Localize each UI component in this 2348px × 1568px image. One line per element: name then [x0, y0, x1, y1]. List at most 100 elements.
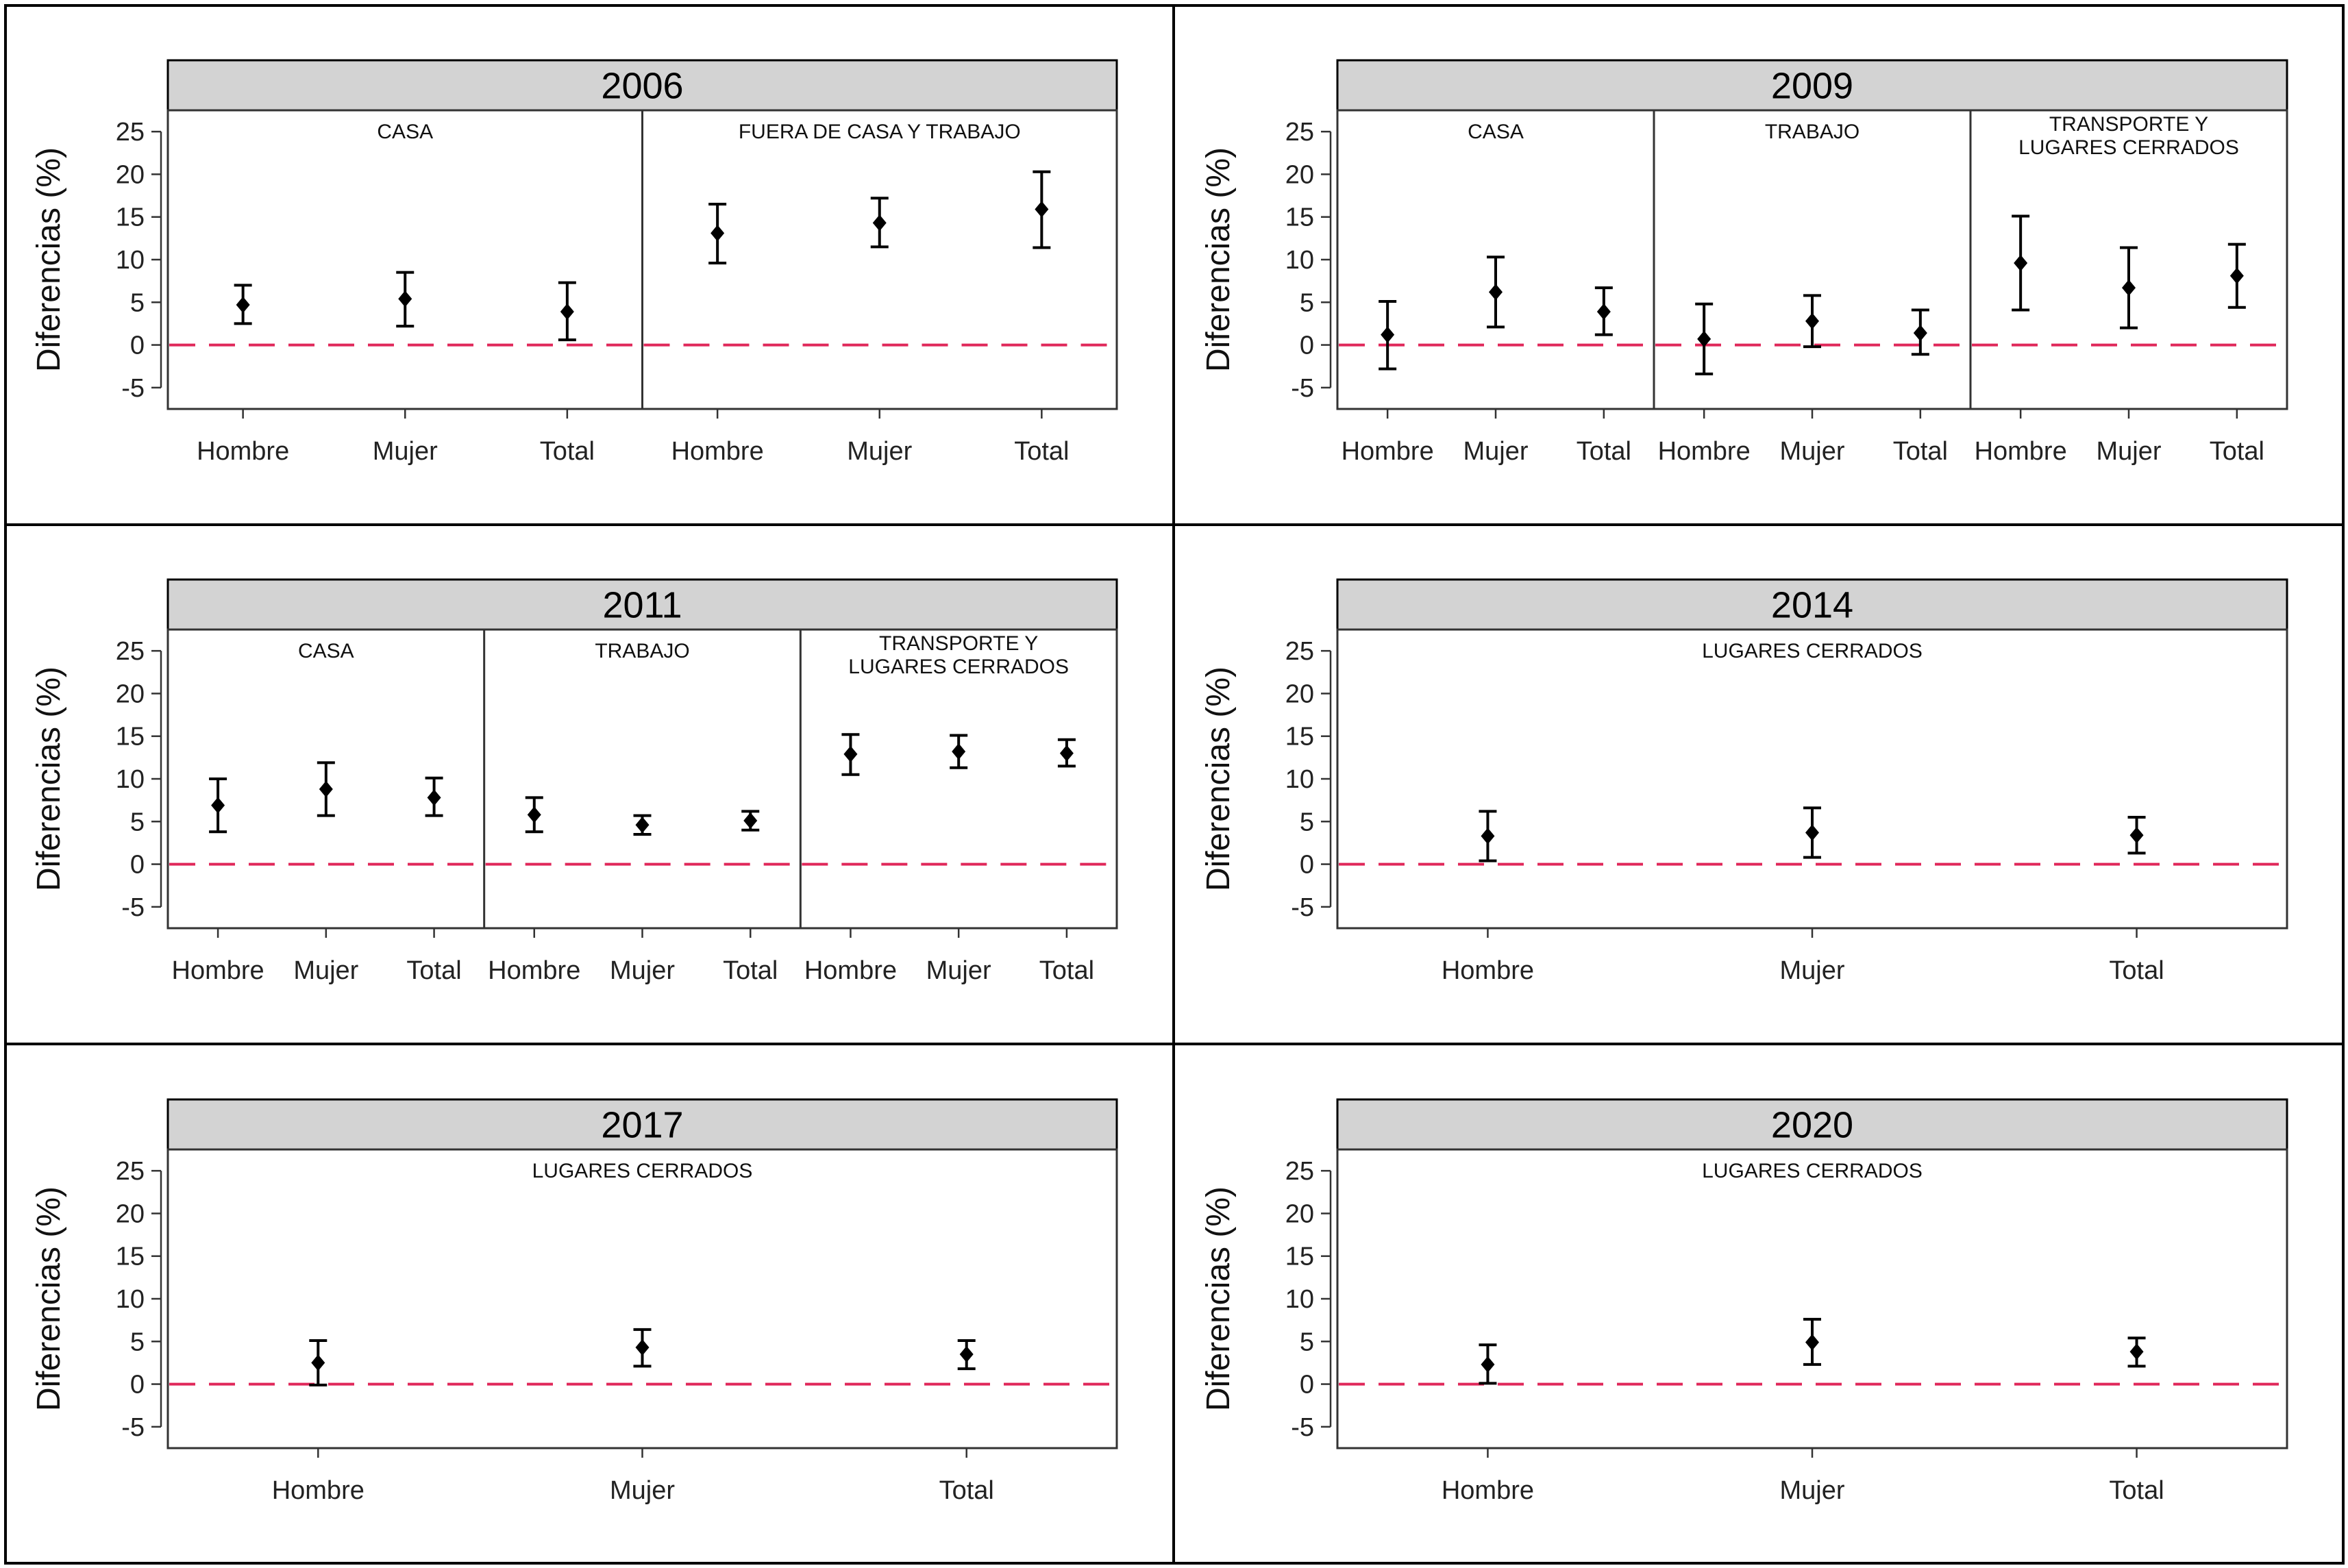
y-tick-label: -5: [1291, 893, 1314, 922]
estimate-marker: [236, 297, 250, 314]
chart-panel-2006: 2006 25 20 15 10 5 0 -5 Diferencias (%) CASA Hombr…: [31, 59, 1118, 466]
facet-label: CASA: [377, 121, 433, 143]
chart-title-strip: [166, 59, 1118, 112]
facet-casa: CASA Hombre Mujer Total: [169, 640, 483, 985]
point-total: Total: [2109, 816, 2164, 985]
point-total: Total: [406, 776, 462, 985]
y-tick-label: 0: [130, 1371, 145, 1399]
y-axis-label: Diferencias (%): [31, 667, 67, 891]
y-tick-label: 5: [1300, 1328, 1314, 1356]
point-mujer: Mujer: [373, 271, 438, 466]
chart-title-strip: [166, 1098, 1118, 1151]
y-tick-label: 5: [1300, 808, 1314, 836]
point-hombre: Hombre: [1658, 302, 1751, 466]
y-tick-label: 5: [130, 808, 145, 836]
estimate-marker: [427, 789, 441, 806]
estimate-marker: [2129, 1343, 2144, 1360]
point-total: Total: [2109, 1336, 2164, 1505]
x-tick-label: Hombre: [1975, 437, 2067, 466]
point-mujer: Mujer: [610, 1328, 675, 1505]
chart-title: 2017: [601, 1105, 683, 1146]
y-axis-label: Diferencias (%): [1200, 147, 1237, 372]
x-tick-label: Mujer: [926, 956, 991, 985]
facet-label: TRABAJO: [595, 640, 689, 662]
point-total: Total: [1014, 170, 1069, 466]
point-mujer: Mujer: [926, 734, 991, 985]
estimate-marker: [1381, 326, 1395, 343]
y-tick-label: 10: [1285, 1285, 1314, 1314]
y-tick-label: 15: [1285, 1243, 1314, 1271]
estimate-marker: [743, 812, 758, 830]
facet-label: LUGARES CERRADOS: [1702, 640, 1923, 662]
x-tick-label: Mujer: [373, 437, 438, 466]
estimate-marker: [1481, 827, 1495, 845]
x-tick-label: Total: [2109, 1476, 2164, 1505]
estimate-marker: [710, 225, 725, 242]
y-tick-label: 5: [130, 1328, 145, 1356]
y-tick-label: 10: [1285, 765, 1314, 794]
plot-area: [1336, 628, 2288, 930]
x-tick-label: Mujer: [847, 437, 912, 466]
point-total: Total: [723, 810, 778, 985]
facet-label: CASA: [298, 640, 354, 662]
y-tick-label: -5: [121, 374, 145, 403]
point-hombre: Hombre: [172, 777, 264, 985]
point-hombre: Hombre: [1975, 214, 2067, 466]
point-hombre: Hombre: [272, 1339, 364, 1505]
estimate-marker: [1059, 745, 1074, 762]
point-total: Total: [1577, 286, 1631, 466]
y-tick-label: 25: [1285, 118, 1314, 147]
y-axis-label: Diferencias (%): [31, 1186, 67, 1411]
x-tick-label: Hombre: [197, 437, 289, 466]
chart-panel-2009: 2009 25 20 15 10 5 0 -5 Diferencias (%) CASA Hombr…: [1200, 59, 2288, 466]
point-mujer: Mujer: [847, 197, 913, 466]
point-hombre: Hombre: [1342, 300, 1434, 466]
y-tick-label: -5: [1291, 1413, 1314, 1442]
point-total: Total: [1893, 308, 1948, 466]
chart-title: 2020: [1771, 1105, 1853, 1146]
y-tick-label: 10: [1285, 246, 1314, 275]
estimate-marker: [311, 1354, 325, 1371]
x-tick-label: Mujer: [1779, 437, 1844, 466]
estimate-marker: [1805, 824, 1819, 841]
x-tick-label: Mujer: [2096, 437, 2161, 466]
plot-area: [166, 1148, 1118, 1449]
facet-label: LUGARES CERRADOS: [848, 656, 1069, 678]
y-tick-label: 10: [116, 765, 145, 794]
chart-panel-2020: 2020 25 20 15 10 5 0 -5 Diferencias (%) LUGARES C…: [1200, 1098, 2288, 1505]
estimate-marker: [527, 806, 541, 823]
facet-label: TRANSPORTE Y: [879, 632, 1038, 655]
x-tick-label: Total: [2210, 437, 2264, 466]
x-tick-label: Hombre: [1442, 956, 1534, 985]
estimate-marker: [2014, 254, 2028, 271]
estimate-marker: [1913, 325, 1927, 342]
y-tick-label: 20: [1285, 680, 1314, 708]
y-axis-label: Diferencias (%): [31, 147, 67, 372]
facet-label: LUGARES CERRADOS: [532, 1160, 753, 1182]
x-tick-label: Mujer: [1779, 956, 1844, 985]
chart-panel-2017: 2017 25 20 15 10 5 0 -5 Diferencias (%) LUGARES C…: [31, 1098, 1118, 1505]
facet-trabajo: TRABAJO Hombre Mujer Total: [1653, 110, 1969, 466]
y-tick-label: 20: [116, 680, 145, 708]
estimate-marker: [2229, 267, 2244, 284]
point-total: Total: [1039, 738, 1094, 985]
y-tick-label: 25: [116, 118, 145, 147]
point-hombre: Hombre: [488, 796, 580, 985]
x-tick-label: Mujer: [1779, 1476, 1844, 1505]
y-tick-label: 20: [1285, 160, 1314, 189]
estimate-marker: [560, 303, 574, 320]
y-tick-label: 15: [1285, 723, 1314, 751]
estimate-marker: [1489, 284, 1503, 301]
y-tick-label: 10: [116, 1285, 145, 1314]
facet-lugares-cerrados: LUGARES CERRADOS Hombre Mujer Total: [1339, 1160, 2286, 1505]
estimate-marker: [2122, 279, 2136, 297]
x-tick-label: Total: [939, 1476, 994, 1505]
x-tick-label: Total: [1039, 956, 1094, 985]
y-tick-label: -5: [1291, 374, 1314, 403]
y-tick-label: 0: [1300, 332, 1314, 360]
chart-title: 2014: [1771, 585, 1853, 626]
estimate-marker: [319, 780, 333, 797]
x-tick-label: Total: [406, 956, 461, 985]
